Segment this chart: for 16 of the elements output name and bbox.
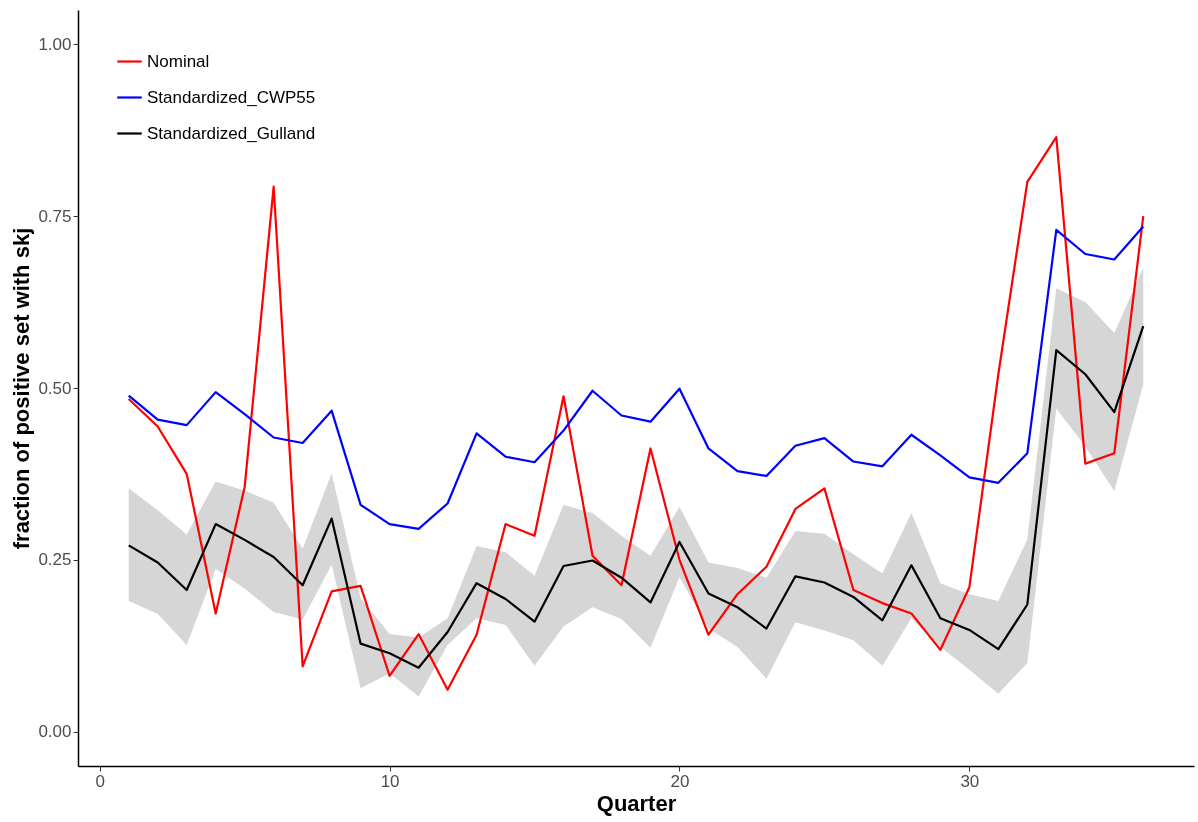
y-tick-label: 1.00 [38,34,72,54]
x-tick-label: 10 [380,771,400,791]
y-tick-label: 0.75 [38,206,72,226]
legend-label: Standardized_Gulland [147,123,316,143]
y-tick-label: 0.00 [38,722,72,742]
x-tick-label: 20 [670,771,690,791]
y-tick-label: 0.50 [38,378,72,398]
legend-label: Standardized_CWP55 [147,87,316,107]
y-tick-label: 0.25 [38,550,72,570]
x-tick-label: 0 [95,771,105,791]
x-axis-title: Quarter [596,790,677,816]
legend-label: Nominal [147,51,210,71]
line-series [127,325,1145,669]
line-series [127,225,1145,530]
y-axis-title: fraction of positive set with skj [9,227,35,550]
x-tick-label: 30 [960,771,980,791]
